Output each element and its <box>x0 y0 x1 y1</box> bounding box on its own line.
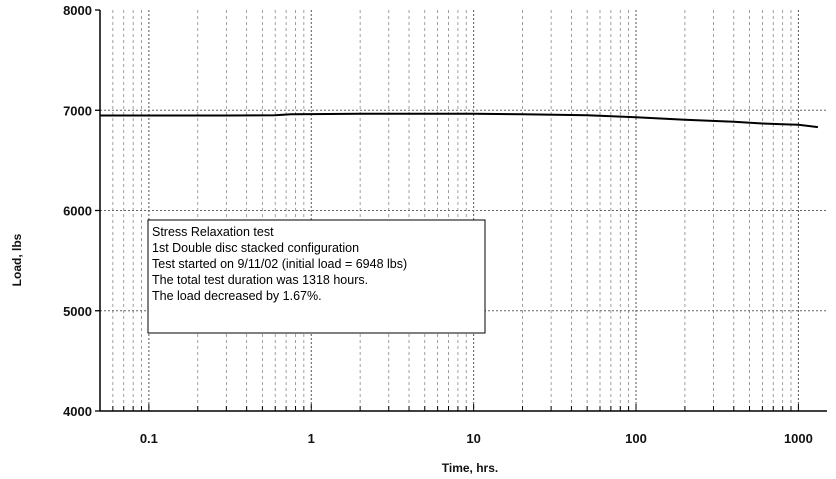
x-tick-label: 1000 <box>784 431 813 446</box>
x-axis-title: Time, hrs. <box>442 461 498 475</box>
y-axis-title: Load, lbs <box>10 233 24 286</box>
y-tick-label: 4000 <box>63 404 92 419</box>
y-tick-label: 5000 <box>63 304 92 319</box>
series-layer <box>100 112 819 129</box>
annotation-line-3: Test started on 9/11/02 (initial load = … <box>152 257 407 271</box>
x-tick-label: 100 <box>625 431 647 446</box>
x-tick-label: 10 <box>466 431 480 446</box>
load-series-line <box>100 112 819 129</box>
y-tick-label: 8000 <box>63 3 92 18</box>
annotation-line-4: The total test duration was 1318 hours. <box>152 273 368 287</box>
annotation-line-5: The load decreased by 1.67%. <box>152 289 322 303</box>
y-tick-labels: 4000 5000 6000 7000 8000 <box>63 3 92 419</box>
annotation-frame <box>147 219 486 334</box>
grid <box>99 10 827 411</box>
x-tick-label: 1 <box>308 431 315 446</box>
tick-marks <box>95 9 799 412</box>
annotation-box: Stress Relaxation test 1st Double disc s… <box>147 219 486 334</box>
y-tick-label: 7000 <box>63 103 92 118</box>
x-tick-label: 0.1 <box>140 431 158 446</box>
y-tick-label: 6000 <box>63 204 92 219</box>
annotation-line-1: Stress Relaxation test <box>152 225 274 239</box>
annotation-line-2: 1st Double disc stacked configuration <box>152 241 359 255</box>
x-tick-labels: 0.1 1 10 100 1000 <box>140 431 813 446</box>
